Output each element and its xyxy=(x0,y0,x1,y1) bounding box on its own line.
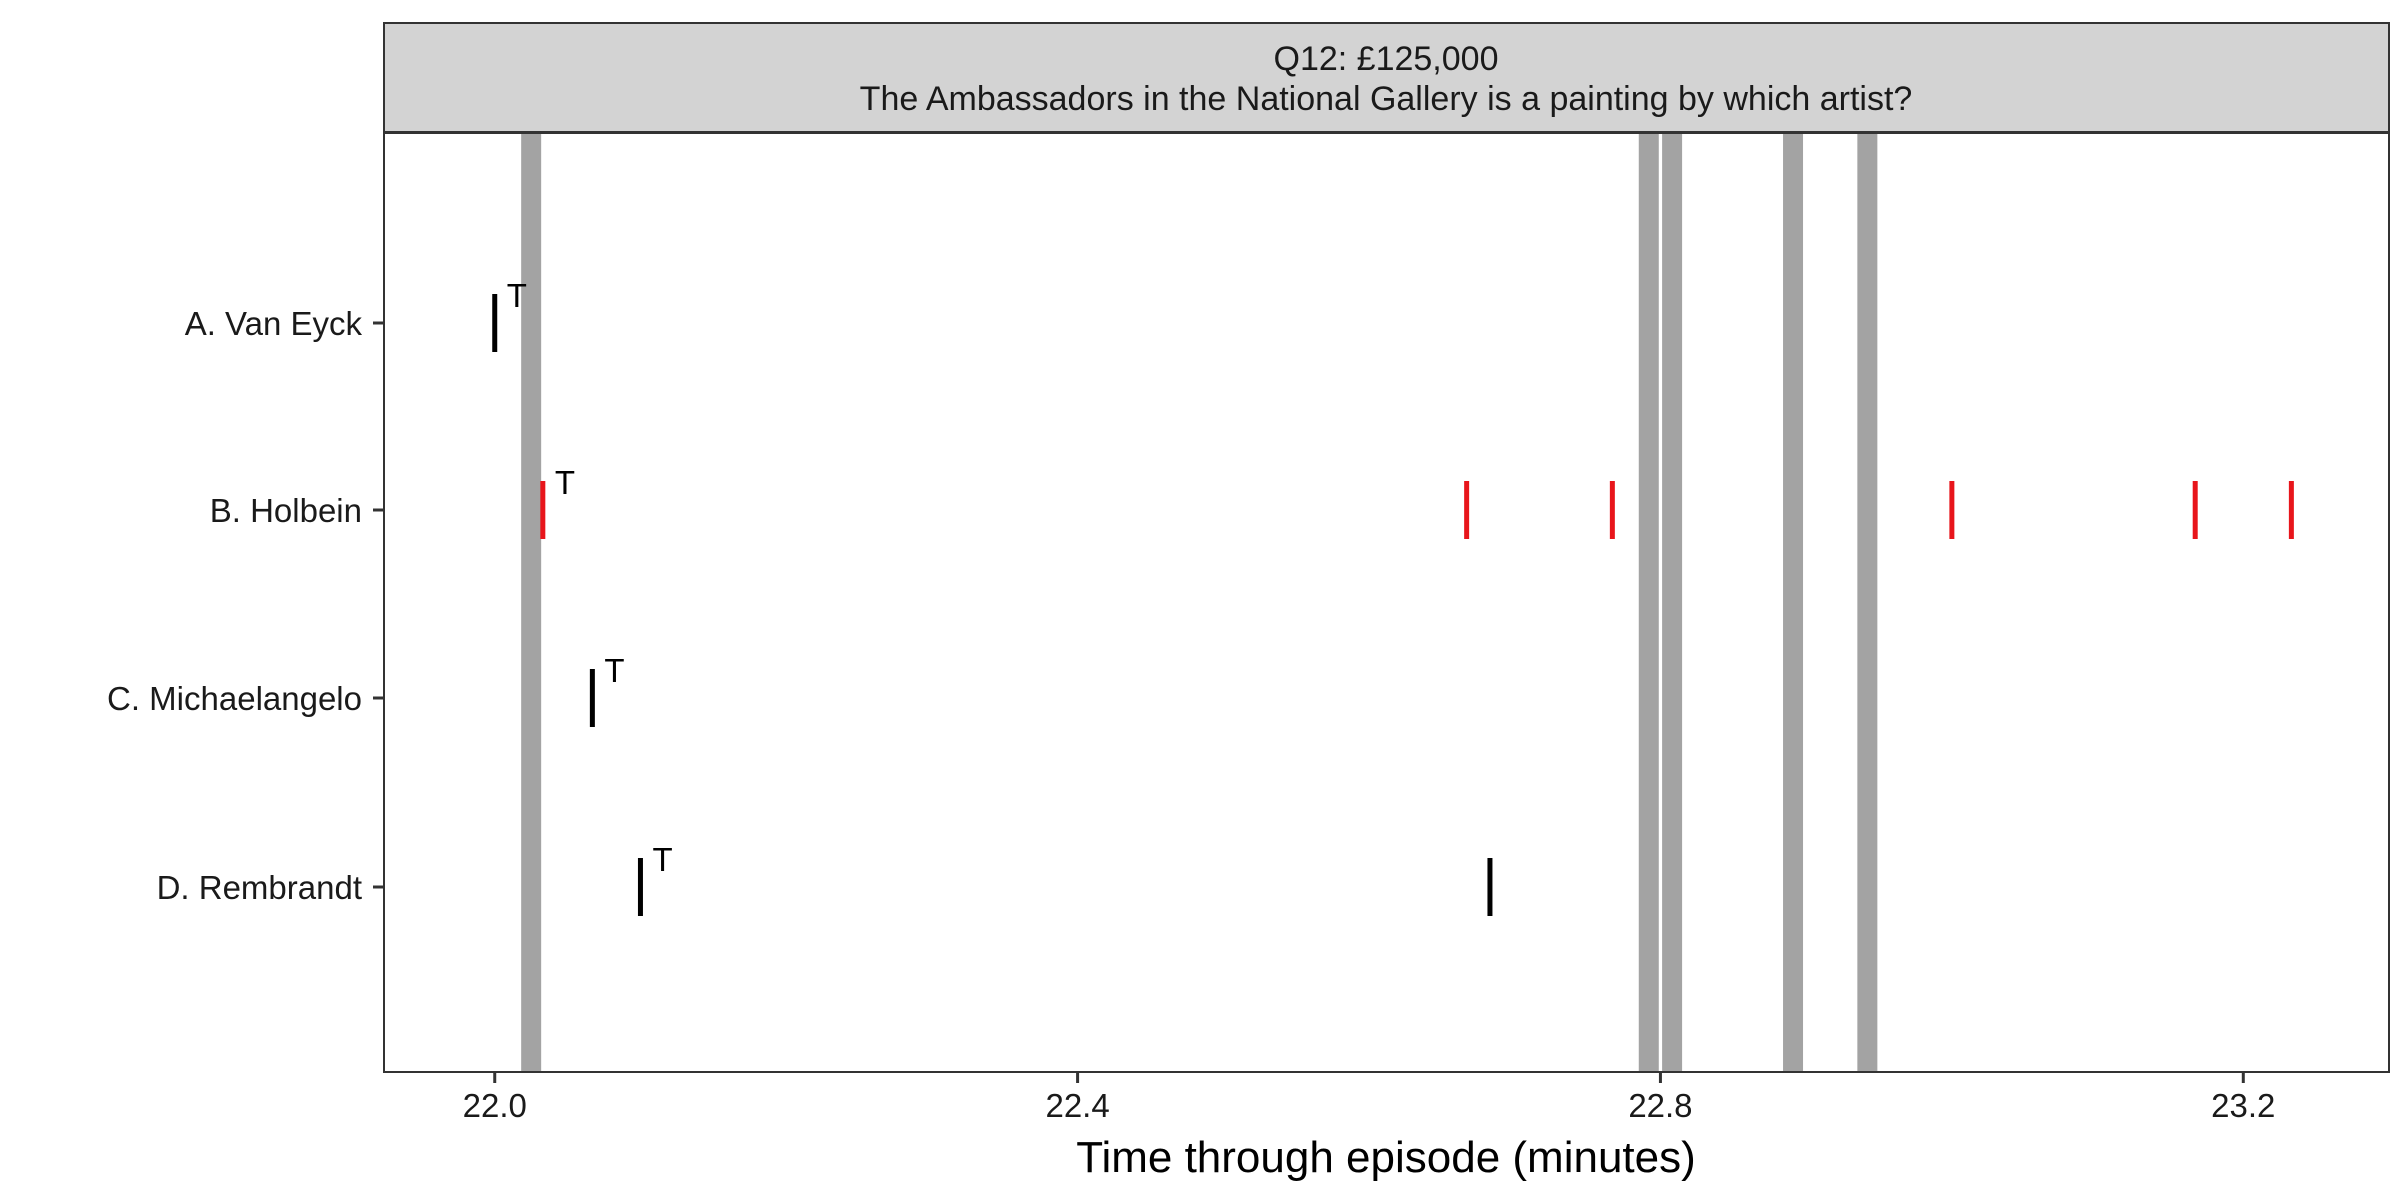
vertical-band xyxy=(1857,133,1878,1072)
vertical-band xyxy=(1662,133,1683,1072)
y-axis-tick-label: C. Michaelangelo xyxy=(107,680,362,717)
vertical-bands xyxy=(521,133,1878,1072)
y-axis-tick-label: D. Rembrandt xyxy=(157,869,362,906)
vertical-band xyxy=(1783,133,1804,1072)
vertical-band xyxy=(1638,133,1659,1072)
y-axis-tick-label: A. Van Eyck xyxy=(185,305,363,342)
y-axis-tick-label: B. Holbein xyxy=(210,492,362,529)
vertical-band xyxy=(521,133,542,1072)
x-axis-tick-label: 22.4 xyxy=(1045,1087,1109,1124)
plot-panel xyxy=(384,133,2389,1072)
plot-panel-border xyxy=(383,132,2390,1073)
facet-strip xyxy=(383,22,2390,134)
y-axis: A. Van Eyck B. Holbein C. Michaelangelo D. … xyxy=(107,305,384,906)
x-axis: 22.0 22.4 22.8 23.2 xyxy=(463,1072,2275,1124)
chart-title: Q12: £125,000 xyxy=(1274,40,1499,78)
event-mark-label: T xyxy=(652,841,672,878)
event-mark-label: T xyxy=(507,277,527,314)
x-axis-tick-label: 23.2 xyxy=(2211,1087,2275,1124)
x-axis-tick-label: 22.8 xyxy=(1628,1087,1692,1124)
event-mark-label: T xyxy=(604,652,624,689)
event-marks: T T T T xyxy=(492,277,2294,916)
x-axis-tick-label: 22.0 xyxy=(463,1087,527,1124)
chart-subtitle: The Ambassadors in the National Gallery … xyxy=(860,80,1913,118)
x-axis-title: Time through episode (minutes) xyxy=(1076,1133,1696,1182)
event-mark-label: T xyxy=(555,464,575,501)
